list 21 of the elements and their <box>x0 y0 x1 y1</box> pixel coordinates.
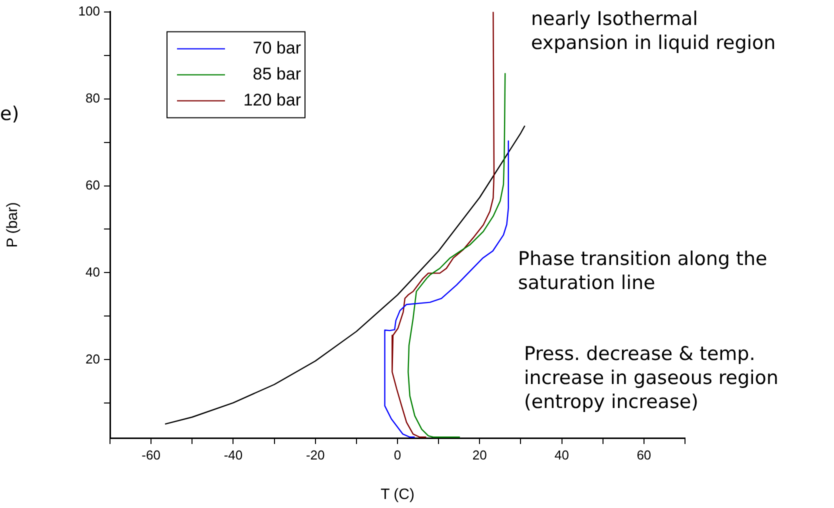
x-axis-title: T (C) <box>380 486 414 504</box>
y-tick-label: 40 <box>86 264 100 280</box>
y-tick-label: 60 <box>86 177 100 192</box>
x-tick-label: -40 <box>224 447 243 462</box>
x-tick-label: 20 <box>472 447 487 462</box>
annotation: Phase transition along the saturation line <box>518 248 768 294</box>
text: e) <box>0 102 20 125</box>
x-tick-label: 40 <box>554 447 570 462</box>
y-tick-label: 100 <box>78 3 100 18</box>
legend-label: 120 bar <box>243 90 302 110</box>
y-axis-title: P (bar) <box>4 202 22 248</box>
x-tick-label: -60 <box>142 447 160 462</box>
annotation: Press. decrease & temp. increase in gaseous region (entropy increase) <box>524 342 778 413</box>
x-tick-label: 60 <box>636 447 652 462</box>
legend-label: 85 bar <box>252 64 302 84</box>
legend-label: 70 bar <box>252 38 302 58</box>
y-tick-label: 80 <box>86 90 100 106</box>
x-tick-label: 0 <box>394 447 402 462</box>
annotation: nearly Isothermal expansion in liquid region <box>531 8 776 54</box>
y-tick-label: 20 <box>86 351 100 366</box>
x-tick-label: -20 <box>306 447 325 462</box>
